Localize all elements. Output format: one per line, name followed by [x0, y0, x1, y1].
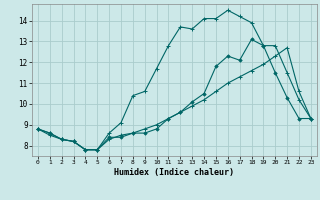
X-axis label: Humidex (Indice chaleur): Humidex (Indice chaleur) [115, 168, 234, 177]
